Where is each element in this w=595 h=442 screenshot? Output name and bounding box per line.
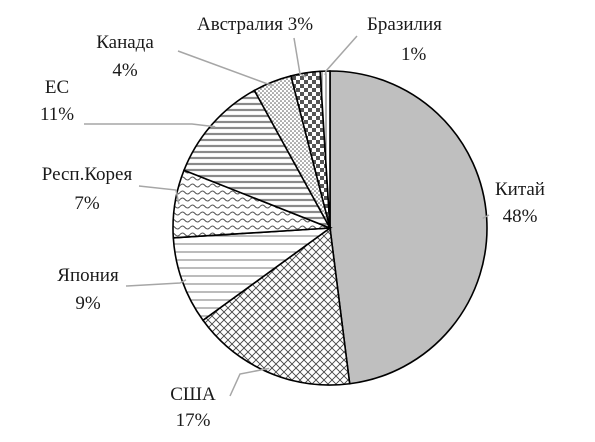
slice-labels: Китай 48% США 17% Япония 9% Респ.Корея 7% ЕС 11% К…	[40, 14, 545, 431]
slice-label-7: Австралия 3%	[197, 14, 313, 35]
slice-label-3: Япония	[57, 265, 119, 286]
slice-percent-4: 7%	[74, 193, 100, 214]
slice-label-8: Бразилия	[367, 14, 442, 35]
pie-slice-8	[319, 70, 331, 229]
slice-label-5: ЕС	[45, 77, 69, 98]
pie-slice-1	[329, 70, 488, 385]
slice-label-6: Канада	[96, 32, 154, 53]
pie-slice-2	[201, 226, 351, 386]
leader-line-5	[84, 123, 216, 128]
slice-label-1: Китай	[495, 179, 545, 200]
leader-line-6	[177, 50, 274, 87]
leader-lines	[84, 35, 490, 397]
leader-line-8	[324, 35, 358, 76]
leader-line-3	[125, 279, 187, 287]
pie-slices	[172, 70, 488, 386]
leader-line-7	[293, 37, 307, 78]
slice-percent-3: 9%	[75, 293, 101, 314]
leader-line-4	[138, 185, 180, 205]
slice-label-2: США	[170, 384, 216, 405]
slice-percent-1: 48%	[503, 206, 538, 227]
leader-line-2	[229, 367, 270, 397]
slice-label-4: Респ.Корея	[42, 164, 133, 185]
slice-percent-5: 11%	[40, 104, 74, 125]
pie-slice-5	[182, 89, 332, 230]
slice-percent-8: 1%	[401, 44, 427, 65]
slice-percent-6: 4%	[112, 60, 138, 81]
slice-percent-2: 17%	[176, 410, 211, 431]
leader-line-1	[482, 214, 490, 220]
